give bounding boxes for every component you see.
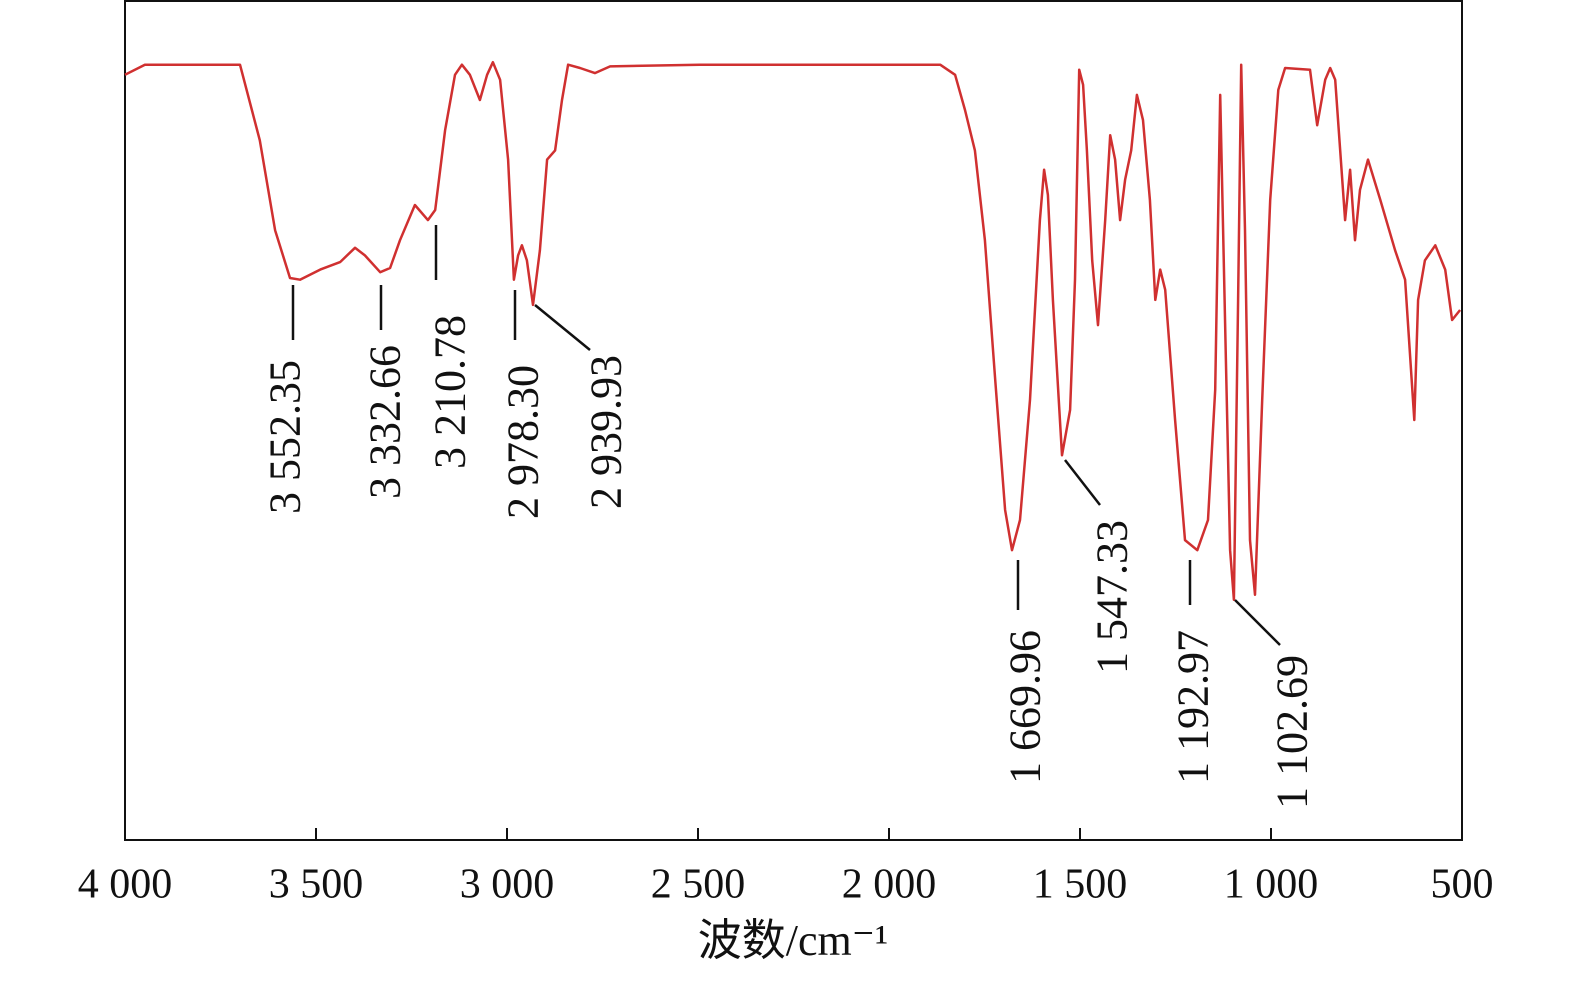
annotation-label: 1 547.33 — [1088, 520, 1137, 674]
annotation-label: 1 102.69 — [1268, 655, 1317, 809]
x-tick-label: 2 500 — [651, 862, 746, 908]
annotation-leader — [1064, 459, 1101, 506]
annotation-label: 2 978.30 — [499, 365, 548, 519]
annotation-label: 3 552.35 — [261, 360, 310, 514]
annotation-leader — [1234, 599, 1281, 646]
spectrum-line — [124, 60, 1462, 602]
annotation-label: 1 192.97 — [1169, 630, 1218, 784]
x-axis-label: 波数/cm⁻¹ — [698, 916, 888, 965]
x-tick-label: 3 000 — [460, 862, 555, 908]
x-tick-label: 1 500 — [1033, 862, 1128, 908]
annotation-label: 3 210.78 — [426, 315, 475, 469]
annotation-label: 1 669.96 — [1001, 630, 1050, 784]
x-tick-label: 4 000 — [78, 862, 173, 908]
plot-frame — [124, 0, 1463, 841]
annotation-label: 3 332.66 — [361, 345, 410, 499]
x-tick-label: 2 000 — [842, 862, 937, 908]
annotation-label: 2 939.93 — [582, 355, 631, 509]
annotation-leader — [534, 304, 591, 351]
x-tick-label: 1 000 — [1224, 862, 1319, 908]
x-tick-label: 3 500 — [269, 862, 364, 908]
x-tick-label: 500 — [1431, 862, 1494, 908]
